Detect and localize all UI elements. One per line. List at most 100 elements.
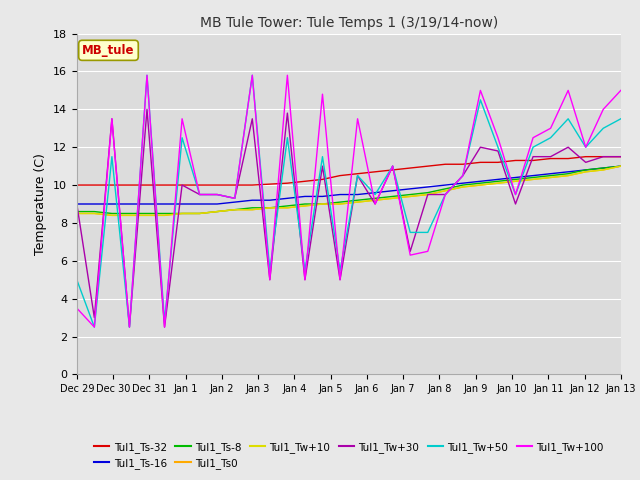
Tul1_Ts-8 bbox=[582, 167, 589, 173]
Tul1_Tw+100 bbox=[231, 195, 239, 201]
Tul1_Tw+50 bbox=[161, 319, 168, 324]
Tul1_Tw+100 bbox=[617, 87, 625, 93]
Tul1_Tw+100 bbox=[108, 116, 116, 121]
Tul1_Tw+10 bbox=[424, 192, 431, 197]
Tul1_Tw+30 bbox=[406, 249, 414, 254]
Tul1_Ts-8 bbox=[617, 163, 625, 169]
Tul1_Tw+10 bbox=[196, 211, 204, 216]
Tul1_Tw+30 bbox=[266, 277, 274, 283]
Tul1_Tw+30 bbox=[424, 192, 431, 197]
Tul1_Ts-16 bbox=[511, 175, 519, 180]
Tul1_Tw+10 bbox=[161, 213, 168, 218]
Tul1_Ts-8 bbox=[600, 165, 607, 171]
Tul1_Tw+100 bbox=[442, 192, 449, 197]
Tul1_Tw+50 bbox=[424, 229, 431, 235]
Tul1_Tw+100 bbox=[213, 192, 221, 197]
Tul1_Tw+100 bbox=[424, 249, 431, 254]
Tul1_Ts-8 bbox=[266, 205, 274, 211]
Tul1_Tw+50 bbox=[354, 173, 362, 179]
Tul1_Ts-32 bbox=[371, 169, 379, 175]
Tul1_Tw+10 bbox=[617, 163, 625, 169]
Tul1_Tw+50 bbox=[319, 154, 326, 159]
Tul1_Ts0 bbox=[564, 173, 572, 179]
Tul1_Tw+50 bbox=[582, 144, 589, 150]
Tul1_Ts-32 bbox=[406, 165, 414, 171]
Tul1_Ts-8 bbox=[125, 211, 133, 216]
Tul1_Tw+50 bbox=[301, 267, 308, 273]
Tul1_Ts-16 bbox=[582, 167, 589, 173]
Tul1_Tw+30 bbox=[529, 154, 537, 159]
Tul1_Tw+50 bbox=[179, 135, 186, 141]
Tul1_Ts0 bbox=[442, 188, 449, 193]
Tul1_Tw+50 bbox=[284, 135, 291, 141]
Tul1_Tw+10 bbox=[248, 207, 256, 213]
Tul1_Ts0 bbox=[319, 201, 326, 207]
Tul1_Tw+100 bbox=[90, 324, 98, 330]
Tul1_Tw+100 bbox=[389, 163, 397, 169]
Tul1_Ts-8 bbox=[213, 209, 221, 215]
Tul1_Ts0 bbox=[406, 193, 414, 199]
Tul1_Ts0 bbox=[354, 199, 362, 205]
Tul1_Tw+100 bbox=[125, 324, 133, 330]
Tul1_Ts-32 bbox=[600, 154, 607, 159]
Tul1_Tw+100 bbox=[319, 91, 326, 97]
Tul1_Tw+30 bbox=[477, 144, 484, 150]
Tul1_Tw+100 bbox=[196, 192, 204, 197]
Tul1_Tw+100 bbox=[301, 277, 308, 283]
Tul1_Ts-32 bbox=[231, 182, 239, 188]
Tul1_Ts0 bbox=[511, 179, 519, 184]
Tul1_Tw+30 bbox=[284, 110, 291, 116]
Tul1_Ts0 bbox=[248, 207, 256, 213]
Tul1_Ts-32 bbox=[547, 156, 554, 161]
Tul1_Ts0 bbox=[389, 195, 397, 201]
Tul1_Tw+10 bbox=[459, 184, 467, 190]
Tul1_Tw+50 bbox=[494, 144, 502, 150]
Tul1_Ts-32 bbox=[161, 182, 168, 188]
Tul1_Ts-16 bbox=[494, 177, 502, 182]
Tul1_Ts0 bbox=[424, 192, 431, 197]
Tul1_Ts0 bbox=[231, 207, 239, 213]
Tul1_Ts-8 bbox=[231, 207, 239, 213]
Tul1_Ts-32 bbox=[424, 163, 431, 169]
Tul1_Tw+100 bbox=[564, 87, 572, 93]
Tul1_Tw+100 bbox=[73, 305, 81, 311]
Tul1_Tw+50 bbox=[143, 72, 151, 78]
Legend: Tul1_Ts-32, Tul1_Ts-16, Tul1_Ts-8, Tul1_Ts0, Tul1_Tw+10, Tul1_Tw+30, Tul1_Tw+50,: Tul1_Ts-32, Tul1_Ts-16, Tul1_Ts-8, Tul1_… bbox=[90, 438, 608, 473]
Tul1_Tw+100 bbox=[477, 87, 484, 93]
Tul1_Tw+30 bbox=[547, 154, 554, 159]
Tul1_Ts-32 bbox=[179, 182, 186, 188]
Tul1_Ts-16 bbox=[143, 201, 151, 207]
Tul1_Tw+30 bbox=[90, 315, 98, 321]
Tul1_Ts-16 bbox=[319, 193, 326, 199]
Line: Tul1_Ts-16: Tul1_Ts-16 bbox=[77, 166, 621, 204]
Tul1_Tw+30 bbox=[459, 173, 467, 179]
Tul1_Ts-32 bbox=[564, 156, 572, 161]
Tul1_Tw+30 bbox=[196, 192, 204, 197]
Tul1_Ts0 bbox=[90, 211, 98, 216]
Tul1_Tw+50 bbox=[442, 192, 449, 197]
Tul1_Ts0 bbox=[371, 197, 379, 203]
Tul1_Tw+10 bbox=[125, 213, 133, 218]
Tul1_Ts-16 bbox=[547, 171, 554, 177]
Tul1_Ts-8 bbox=[179, 211, 186, 216]
Tul1_Ts-32 bbox=[529, 157, 537, 163]
Tul1_Tw+50 bbox=[389, 163, 397, 169]
Tul1_Tw+100 bbox=[284, 72, 291, 78]
Tul1_Ts-8 bbox=[196, 211, 204, 216]
Tul1_Tw+50 bbox=[564, 116, 572, 121]
Tul1_Tw+50 bbox=[511, 192, 519, 197]
Tul1_Ts-8 bbox=[284, 203, 291, 209]
Tul1_Tw+30 bbox=[143, 107, 151, 112]
Tul1_Ts-32 bbox=[196, 182, 204, 188]
Tul1_Ts-8 bbox=[389, 193, 397, 199]
Tul1_Tw+50 bbox=[125, 324, 133, 330]
Tul1_Ts0 bbox=[547, 175, 554, 180]
Tul1_Ts-32 bbox=[284, 180, 291, 186]
Tul1_Ts-8 bbox=[477, 180, 484, 186]
Tul1_Tw+50 bbox=[459, 173, 467, 179]
Tul1_Tw+10 bbox=[442, 188, 449, 193]
Tul1_Ts-16 bbox=[179, 201, 186, 207]
Line: Tul1_Tw+50: Tul1_Tw+50 bbox=[77, 75, 621, 327]
Tul1_Ts-8 bbox=[424, 190, 431, 195]
Tul1_Tw+10 bbox=[266, 205, 274, 211]
